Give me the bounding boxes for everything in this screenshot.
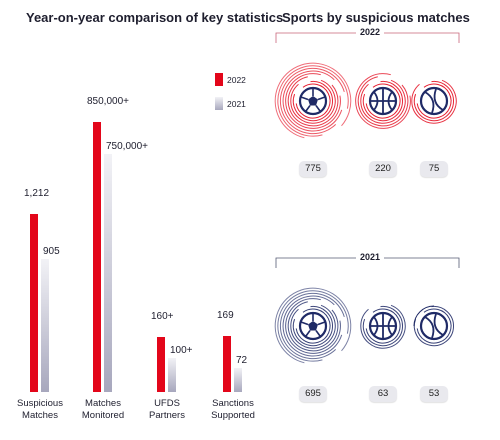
ring-arc xyxy=(411,79,457,124)
legend-label-2022: 2022 xyxy=(227,75,246,85)
legend-swatch-2021 xyxy=(215,97,223,110)
value-label-2021-0: 905 xyxy=(43,246,60,258)
ring-arc xyxy=(365,83,401,119)
rings-tennis-2021 xyxy=(413,305,455,347)
ring-arc xyxy=(292,80,334,122)
ring-arc xyxy=(279,292,345,360)
category-label-2: UFDS Partners xyxy=(149,398,185,421)
bar-2021-0 xyxy=(41,259,49,392)
ring-arc xyxy=(362,80,404,122)
ring-arc xyxy=(287,76,339,127)
value-label-2022-0: 1,212 xyxy=(24,188,50,199)
value-label-2021-1: 750,000+ xyxy=(106,140,148,152)
value-label-2022-1: 850,000+ xyxy=(87,96,129,107)
ring-arc xyxy=(365,308,401,344)
ring-arc xyxy=(282,70,343,132)
ring-arc xyxy=(295,308,331,344)
ring-arc xyxy=(357,76,409,127)
rings-basketball-2021 xyxy=(360,304,406,349)
tennis-icon xyxy=(419,311,449,341)
ring-arc xyxy=(287,301,339,352)
ring-arc xyxy=(295,83,331,119)
ring-arc xyxy=(413,305,435,327)
category-label-1: Matches Monitored xyxy=(81,398,125,421)
basketball-icon xyxy=(368,86,398,116)
football-icon xyxy=(298,86,328,116)
ring-arc xyxy=(360,304,406,349)
ring-arc xyxy=(285,298,341,354)
value-pill-football-2021: 695 xyxy=(299,386,327,402)
ring-arc xyxy=(413,305,455,347)
value-label-2021-2: 100+ xyxy=(170,344,193,356)
ring-arc xyxy=(290,304,336,349)
value-pill-basketball-2022: 220 xyxy=(369,161,397,177)
ring-arc xyxy=(277,290,349,362)
ring-arc xyxy=(274,62,352,139)
ring-arc xyxy=(413,80,455,122)
ring-arc xyxy=(285,73,341,129)
bar-2022-3 xyxy=(223,336,231,392)
legend-label-2021: 2021 xyxy=(227,99,246,109)
value-pill-football-2022: 775 xyxy=(299,161,327,177)
ring-arc xyxy=(355,73,411,129)
bar-2021-2 xyxy=(168,357,176,392)
ring-arc xyxy=(416,83,452,119)
value-pill-basketball-2021: 63 xyxy=(369,386,397,402)
category-label-0: Suspicious Matches xyxy=(17,398,63,421)
ring-arc xyxy=(277,65,349,137)
sports-panel-title: Sports by suspicious matches xyxy=(282,10,470,25)
category-label-3: Sanctions Supported xyxy=(211,398,255,421)
ring-arc xyxy=(362,305,404,347)
value-label-2021-3: 72 xyxy=(236,355,248,367)
ring-arc xyxy=(282,295,343,357)
value-label-2022-2: 160+ xyxy=(151,311,174,322)
bar-2022-1 xyxy=(93,122,101,392)
rings-basketball-2022 xyxy=(355,73,411,129)
ring-arc xyxy=(292,305,334,347)
rings-tennis-2022 xyxy=(411,79,457,124)
bar-2022-0 xyxy=(30,214,38,392)
year-label-2021: 2021 xyxy=(356,252,385,262)
ring-arc xyxy=(290,79,336,124)
bar-2021-1 xyxy=(104,153,112,392)
tennis-icon xyxy=(419,86,449,116)
value-pill-tennis-2021: 53 xyxy=(420,386,448,402)
ring-arc xyxy=(279,67,345,135)
legend-swatch-2022 xyxy=(215,73,223,86)
bar-2021-3 xyxy=(234,368,242,392)
ring-arc xyxy=(416,308,452,344)
rings-football-2021 xyxy=(274,287,352,364)
rings-football-2022 xyxy=(274,62,352,139)
bar-2022-2 xyxy=(157,337,165,392)
value-pill-tennis-2022: 75 xyxy=(420,161,448,177)
ring-arc xyxy=(360,79,406,124)
bar-chart-title: Year-on-year comparison of key statistic… xyxy=(26,10,284,25)
value-label-2022-3: 169 xyxy=(217,310,234,321)
year-label-2022: 2022 xyxy=(356,27,385,37)
basketball-icon xyxy=(368,311,398,341)
football-icon xyxy=(298,311,328,341)
ring-arc xyxy=(274,287,352,364)
